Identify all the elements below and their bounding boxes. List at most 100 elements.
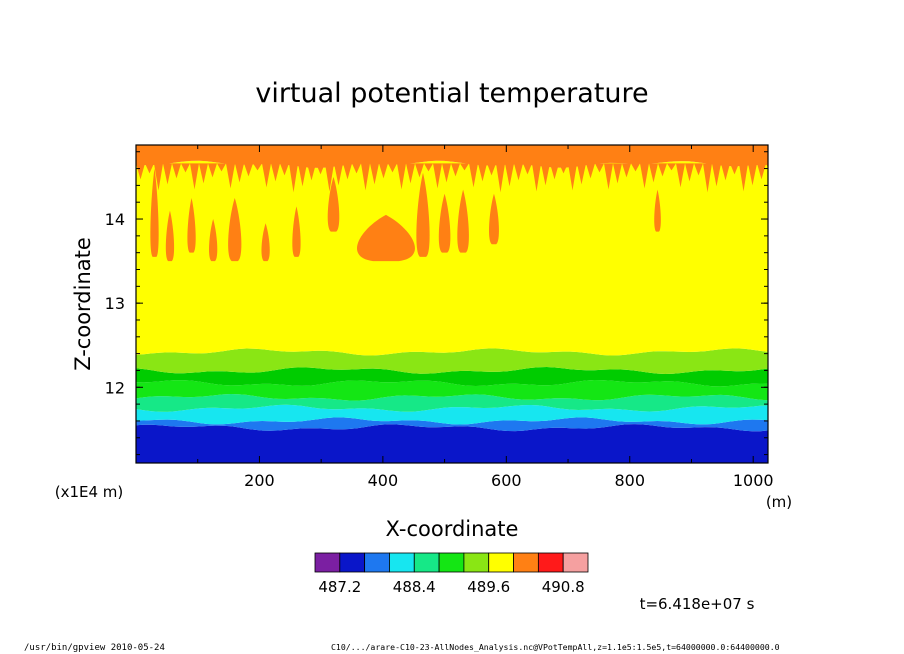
drip (532, 163, 541, 192)
drip (172, 163, 181, 179)
drip (244, 163, 253, 177)
plume-1 (165, 210, 175, 262)
drip (622, 163, 631, 178)
drip (739, 163, 748, 192)
drip (712, 163, 721, 187)
colorbar-swatch (413, 552, 440, 573)
drip (325, 163, 334, 192)
drip (550, 163, 559, 180)
drip (496, 163, 505, 193)
drip (397, 163, 406, 190)
colorbar: 487.2 488.4 489.6 490.8 (314, 552, 589, 596)
colorbar-swatch (339, 552, 366, 573)
drip (523, 163, 532, 175)
x-tick-label: 400 (368, 471, 399, 490)
drip (640, 163, 649, 189)
drip (370, 163, 379, 185)
drip (136, 163, 145, 180)
drip (190, 163, 199, 190)
plume-7 (327, 176, 340, 232)
plume-5 (261, 223, 270, 262)
drip (667, 163, 676, 171)
drip (757, 163, 766, 180)
plume-12 (488, 193, 499, 245)
plume-0 (150, 168, 159, 257)
plot-area (136, 145, 768, 463)
drip (613, 163, 622, 184)
band-2 (136, 404, 768, 425)
drip (694, 163, 703, 176)
drip (253, 163, 262, 171)
drip (289, 163, 298, 193)
drip (235, 163, 244, 183)
colorbar-swatch (513, 552, 539, 573)
drip (604, 163, 613, 190)
x-axis-label: X-coordinate (386, 517, 519, 541)
drip (721, 163, 730, 181)
drip (298, 163, 307, 187)
drip (685, 163, 694, 182)
x-tick-label: 600 (491, 471, 522, 490)
drip (226, 163, 235, 189)
drip (433, 163, 442, 189)
band-7 (136, 160, 768, 356)
colorbar-swatch (488, 552, 514, 573)
drip (442, 163, 451, 183)
band-5 (136, 367, 768, 387)
drip (424, 163, 433, 172)
y-tick-label: 13 (105, 294, 125, 313)
colorbar-swatch (537, 552, 564, 573)
plumes (136, 163, 768, 262)
plume-11 (457, 189, 469, 253)
drip (568, 163, 577, 191)
drip (334, 163, 343, 186)
drip (217, 163, 226, 172)
drip (748, 163, 757, 186)
drip (379, 163, 388, 179)
y-unit-label: (x1E4 m) (55, 483, 124, 501)
drip (343, 163, 352, 180)
band-4 (136, 380, 768, 401)
plume-2 (187, 198, 196, 253)
drip (280, 163, 289, 176)
drip (586, 163, 595, 179)
band-3 (136, 394, 768, 412)
time-label: t=6.418e+07 s (640, 595, 755, 613)
drip (577, 163, 586, 185)
drip (145, 163, 154, 174)
x-tick-label: 800 (614, 471, 645, 490)
band-8 (136, 145, 768, 168)
plume-4 (228, 198, 242, 262)
drip (478, 163, 487, 182)
colorbar-swatch (438, 552, 465, 573)
colorbar-swatch (463, 552, 490, 573)
plume-6 (292, 206, 301, 257)
drip (271, 163, 280, 182)
footer-left: /usr/bin/gpview 2010-05-24 (24, 643, 165, 653)
plume-9 (416, 172, 430, 257)
drip (451, 163, 460, 177)
drip (307, 163, 316, 181)
drip (163, 163, 172, 185)
colorbar-label: 488.4 (393, 578, 436, 596)
drip (406, 163, 415, 184)
drip (487, 163, 496, 176)
chart-title: virtual potential temperature (255, 78, 648, 109)
band-1 (136, 417, 768, 432)
drip (316, 163, 325, 175)
plume-3 (209, 219, 218, 262)
drip (262, 163, 271, 188)
band-6 (136, 348, 768, 374)
y-axis-label: Z-coordinate (71, 237, 95, 371)
colorbar-label: 490.8 (542, 578, 585, 596)
drip (505, 163, 514, 187)
axis-ticks: 200 400 600 800 1000 12 13 14 (105, 145, 774, 490)
plume-8 (356, 214, 415, 262)
drip (352, 163, 361, 174)
x-tick-label: 200 (244, 471, 275, 490)
y-tick-label: 12 (105, 378, 125, 397)
x-unit-label: (m) (766, 493, 792, 511)
drip (631, 163, 640, 172)
drip (595, 163, 604, 173)
